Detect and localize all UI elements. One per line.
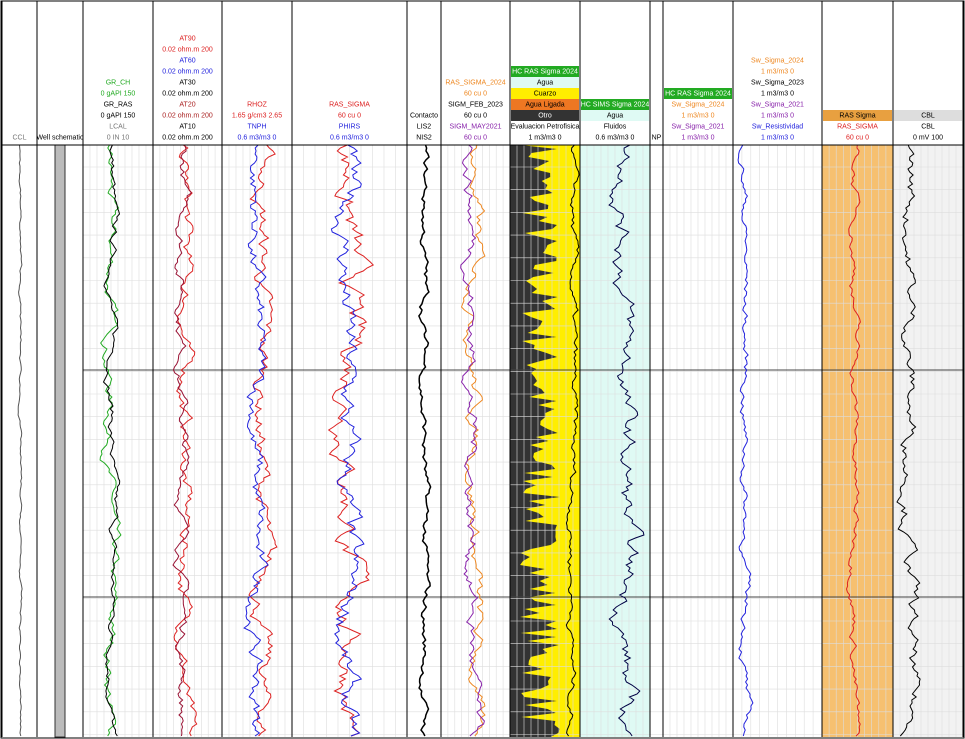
track-header: 1 m3/m3 0 <box>761 134 794 141</box>
track-header: 60 cu 0 <box>846 134 869 141</box>
track-header: RAS Sigma <box>839 112 875 119</box>
track-header: NIS2 <box>416 134 432 141</box>
track-header: HC RAS Sigma 2024 <box>512 68 578 75</box>
track-header: Sw_Sigma_2021 <box>672 123 725 130</box>
log-curve <box>248 144 278 737</box>
track-header: Cuarzo <box>534 90 557 97</box>
track-header: CCL <box>12 134 26 141</box>
track-header: 0.02 ohm.m 200 <box>162 68 213 75</box>
log-curve <box>172 144 192 737</box>
track-header: 0.02 ohm.m 200 <box>162 112 213 119</box>
log-curve <box>327 144 375 737</box>
track-header: 1 m3/m3 0 <box>681 134 714 141</box>
log-curve <box>896 144 921 737</box>
track-header: 0.02 ohm.m 200 <box>162 134 213 141</box>
track-header: HC SIMS Sigma 2024 <box>581 101 650 108</box>
track-header: Sw_Sigma_2024 <box>672 101 725 108</box>
track-header: 0.6 m3/m3 0 <box>330 134 369 141</box>
track-header: CBL <box>921 123 935 130</box>
legend-box <box>511 66 579 77</box>
track-header: Agua Ligada <box>525 101 564 108</box>
legend-box <box>511 110 579 121</box>
track-header: 60 cu 0 <box>464 134 487 141</box>
track-header: 60 cu 0 <box>464 90 487 97</box>
track-header: RAS_SIGMA <box>837 123 878 130</box>
track-header: GR_RAS <box>104 101 133 108</box>
track-header: 60 cu 0 <box>464 112 487 119</box>
log-curve <box>243 144 269 737</box>
log-curve <box>460 144 486 737</box>
log-curve <box>99 144 122 737</box>
track-header: 0.6 m3/m3 0 <box>238 134 277 141</box>
track-header: Otro <box>538 112 552 119</box>
track-header: Agua <box>537 79 553 86</box>
log-curve <box>460 144 485 737</box>
track-header: CBL <box>921 112 935 119</box>
legend-box <box>664 88 732 99</box>
legend-box <box>511 77 579 88</box>
track-header: Sw_Resistividad <box>752 123 803 130</box>
track-header: LIS2 <box>417 123 432 130</box>
legend-box <box>511 88 579 99</box>
track-header: Fluidos <box>604 123 627 130</box>
track-header: Well schematic <box>37 134 84 141</box>
track-header: Sw_Sigma_2021 <box>751 101 804 108</box>
track-header: RAS_SIGMA <box>329 101 370 108</box>
log-curve <box>102 144 121 737</box>
track-header: HC RAS Sigma 2024 <box>665 90 731 97</box>
track-header: 0 IN 10 <box>107 134 130 141</box>
shale-fill <box>510 145 560 737</box>
track-header: 1 m3/m3 0 <box>681 112 714 119</box>
track-header: 1 m3/m3 0 <box>528 134 561 141</box>
log-curve <box>845 144 861 737</box>
track-header: 60 cu 0 <box>338 112 361 119</box>
track-header: Agua <box>607 112 623 119</box>
track-header: Sw_Sigma_2023 <box>751 79 804 86</box>
track-header: AT20 <box>179 101 195 108</box>
track-header: NP <box>652 134 662 141</box>
track-header: Contacto <box>410 112 438 119</box>
log-curve <box>418 144 432 737</box>
log-curve <box>17 144 23 737</box>
track-header: AT60 <box>179 57 195 64</box>
log-curve <box>330 144 365 737</box>
track-header: Sw_Sigma_2024 <box>751 57 804 64</box>
track-header: PHIRS <box>339 123 361 130</box>
legend-box <box>581 99 649 110</box>
track-header: 1 m3/m3 0 <box>761 68 794 75</box>
track-header: AT10 <box>179 123 195 130</box>
track-header: 1 m3/m3 0 <box>761 112 794 119</box>
track-header: LCAL <box>109 123 127 130</box>
log-curve <box>737 144 754 737</box>
track-header: 1.65 g/cm3 2.65 <box>232 112 282 119</box>
track-header: AT30 <box>179 79 195 86</box>
track-header: AT90 <box>179 35 195 42</box>
legend-box <box>894 110 962 121</box>
track-header: 0 mV 100 <box>913 134 943 141</box>
track-header: 0 gAPI 150 <box>101 90 136 97</box>
casing <box>54 144 66 738</box>
log-curve <box>608 144 645 737</box>
legend-box <box>581 110 649 121</box>
track-header: SIGM_MAY2021 <box>449 123 501 130</box>
track-header: 0.6 m3/m3 0 <box>596 134 635 141</box>
track-header: RHOZ <box>247 101 268 108</box>
log-curve <box>565 144 580 737</box>
track-header: GR_CH <box>106 79 131 86</box>
legend-box <box>823 110 892 121</box>
track-header: TNPH <box>247 123 266 130</box>
track-header: 0.02 ohm.m 200 <box>162 46 213 53</box>
track-header: RAS_SIGMA_2024 <box>445 79 505 86</box>
track-header: 0.02 ohm.m 200 <box>162 90 213 97</box>
track-header: 1 m3/m3 0 <box>761 90 794 97</box>
legend-box <box>511 99 579 110</box>
track-header: Evaluacion Petrofisica <box>511 123 580 130</box>
track-header: 0 gAPI 150 <box>101 112 136 119</box>
track-header: SIGM_FEB_2023 <box>448 101 503 108</box>
